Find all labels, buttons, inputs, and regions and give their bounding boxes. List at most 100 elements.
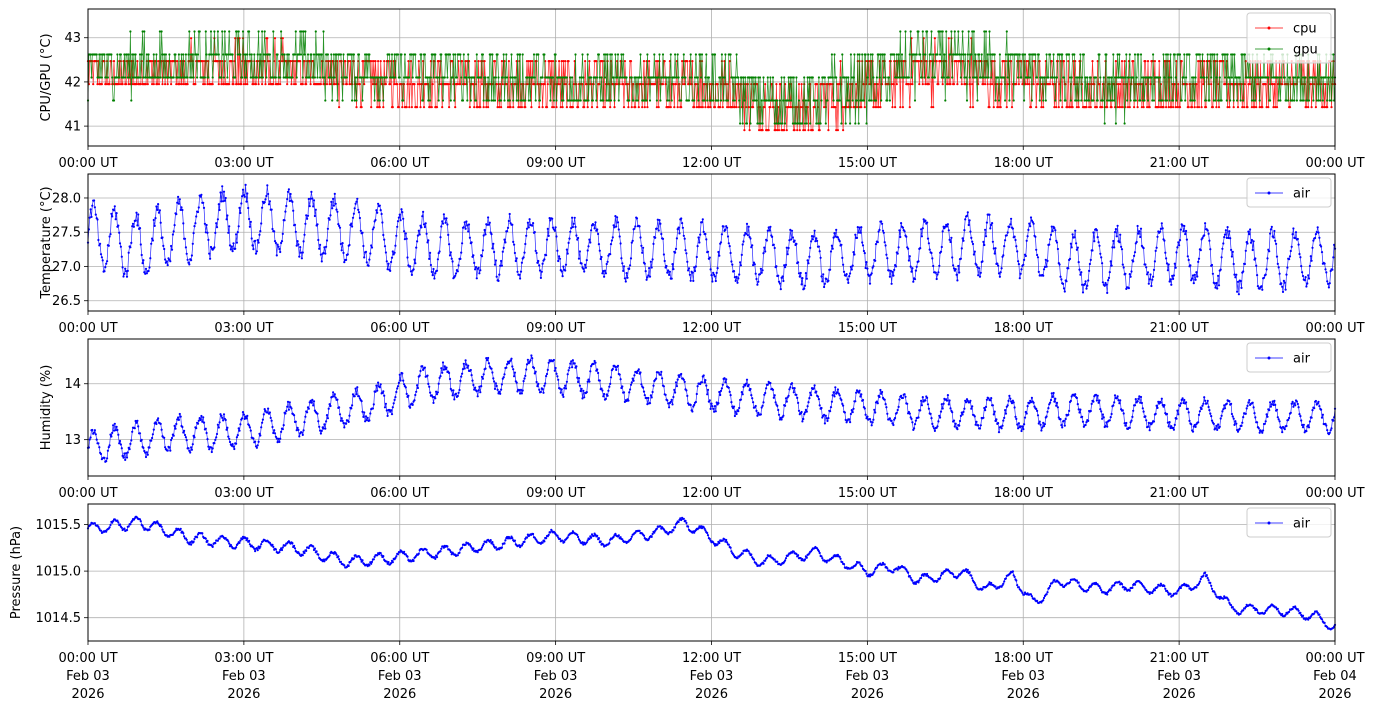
data-point <box>1159 231 1161 233</box>
data-point <box>1250 242 1252 244</box>
data-point <box>181 426 183 428</box>
data-point <box>105 263 107 265</box>
data-point <box>391 257 393 259</box>
data-point <box>231 245 233 247</box>
data-point <box>135 220 137 222</box>
data-point <box>1098 245 1100 247</box>
data-point <box>489 222 491 224</box>
data-point <box>555 53 557 55</box>
data-point <box>191 449 193 451</box>
data-point <box>798 99 800 101</box>
data-point <box>399 374 401 376</box>
data-point <box>330 201 332 203</box>
data-point <box>1070 243 1072 245</box>
data-point <box>499 83 501 85</box>
data-point <box>609 253 611 255</box>
data-point <box>1256 274 1258 276</box>
data-point <box>568 369 570 371</box>
data-point <box>605 272 607 274</box>
data-point <box>1252 249 1254 251</box>
data-point <box>192 53 194 55</box>
data-point <box>135 422 137 424</box>
data-point <box>91 205 93 207</box>
data-point <box>130 439 132 441</box>
data-point <box>1003 76 1005 78</box>
data-point <box>1054 229 1056 231</box>
data-point <box>569 231 571 233</box>
data-point <box>808 256 810 258</box>
data-point <box>688 267 690 269</box>
data-point <box>894 106 896 108</box>
data-point <box>114 423 116 425</box>
data-point <box>1233 53 1235 55</box>
data-point <box>199 30 201 32</box>
data-point <box>1189 264 1191 266</box>
data-point <box>994 53 996 55</box>
data-point <box>631 106 633 108</box>
data-point <box>801 277 803 279</box>
data-point <box>554 370 556 372</box>
data-point <box>1046 53 1048 55</box>
data-point <box>1110 260 1112 262</box>
data-point <box>1153 269 1155 271</box>
data-point <box>692 280 694 282</box>
data-point <box>1082 291 1084 293</box>
data-point <box>249 426 251 428</box>
data-point <box>646 53 648 55</box>
data-point <box>224 30 226 32</box>
data-point <box>1137 53 1139 55</box>
data-point <box>1013 99 1015 101</box>
data-point <box>1205 99 1207 101</box>
data-point <box>459 258 461 260</box>
data-point <box>1242 99 1244 101</box>
data-point <box>613 76 615 78</box>
data-point <box>962 237 964 239</box>
data-point <box>686 60 688 62</box>
data-point <box>587 53 589 55</box>
data-point <box>949 241 951 243</box>
data-point <box>1298 253 1300 255</box>
data-point <box>1242 270 1244 272</box>
data-point <box>292 210 294 212</box>
data-point <box>831 245 833 247</box>
data-point <box>690 280 692 282</box>
data-point <box>953 83 955 85</box>
data-point <box>911 83 913 85</box>
data-point <box>146 272 148 274</box>
data-point <box>875 99 877 101</box>
data-point <box>1185 230 1187 232</box>
data-point <box>835 76 837 78</box>
data-point <box>1029 76 1031 78</box>
data-point <box>399 214 401 216</box>
data-point <box>1232 251 1234 253</box>
data-point <box>419 106 421 108</box>
data-point <box>766 239 768 241</box>
data-point <box>1177 241 1179 243</box>
data-point <box>1106 106 1108 108</box>
data-point <box>1247 231 1249 233</box>
data-point <box>1091 60 1093 62</box>
data-point <box>625 280 627 282</box>
data-point <box>1071 76 1073 78</box>
data-point <box>299 246 301 248</box>
data-point <box>540 391 542 393</box>
data-point <box>1151 279 1153 281</box>
data-point <box>804 129 806 131</box>
data-point <box>619 235 621 237</box>
data-point <box>854 234 856 236</box>
data-point <box>806 122 808 124</box>
data-point <box>525 235 527 237</box>
data-point <box>1229 99 1231 101</box>
data-point <box>110 435 112 437</box>
data-point <box>160 76 162 78</box>
data-point <box>1138 230 1140 232</box>
data-point <box>1030 216 1032 218</box>
data-point <box>1282 291 1284 293</box>
data-point <box>1136 76 1138 78</box>
data-point <box>812 76 814 78</box>
data-point <box>1111 265 1113 267</box>
data-point <box>1033 83 1035 85</box>
data-point <box>439 236 441 238</box>
data-point <box>822 273 824 275</box>
